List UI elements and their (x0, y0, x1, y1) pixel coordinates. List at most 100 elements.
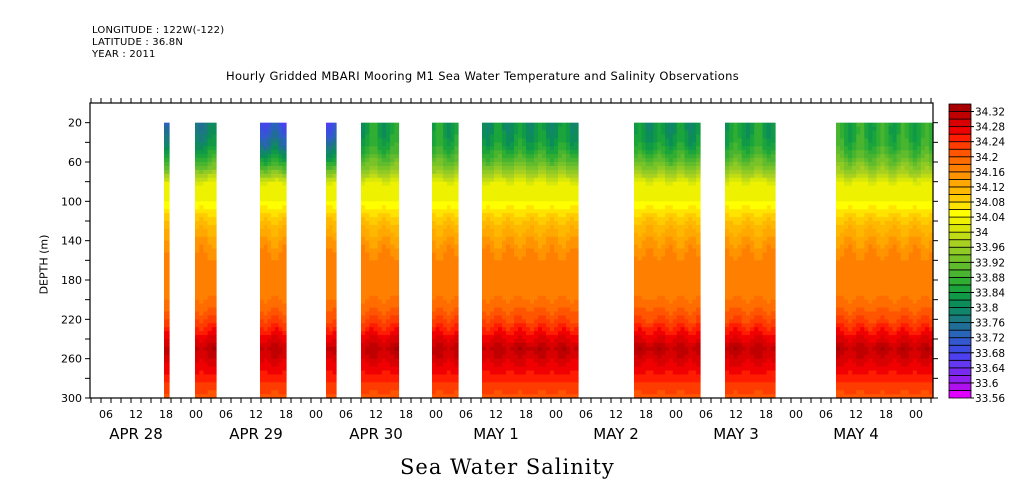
salinity-cell (684, 287, 689, 293)
salinity-cell (394, 142, 400, 147)
salinity-cell (435, 382, 441, 387)
salinity-cell (278, 295, 283, 301)
salinity-cell (329, 213, 334, 218)
salinity-cell (498, 150, 503, 155)
salinity-cell (435, 134, 441, 139)
salinity-cell (684, 169, 689, 175)
salinity-cell (494, 394, 499, 399)
salinity-cell (435, 276, 441, 281)
salinity-cell (446, 287, 452, 293)
salinity-cell (454, 236, 459, 242)
salinity-cell (550, 189, 555, 195)
salinity-cell (649, 201, 655, 206)
salinity-cell (443, 126, 448, 132)
salinity-cell (267, 252, 272, 257)
salinity-cell (267, 162, 272, 167)
salinity-cell (661, 252, 666, 257)
salinity-cell (195, 307, 200, 313)
salinity-cell (684, 346, 689, 352)
salinity-cell (661, 173, 666, 179)
salinity-cell (435, 150, 441, 155)
salinity-cell (195, 158, 200, 163)
salinity-cell (574, 165, 579, 171)
salinity-cell (326, 150, 330, 155)
salinity-cell (361, 295, 366, 301)
salinity-cell (486, 287, 491, 293)
salinity-cell (260, 177, 265, 183)
salinity-cell (260, 256, 265, 261)
salinity-cell (282, 165, 287, 171)
salinity-cell (649, 240, 655, 246)
salinity-cell (381, 260, 387, 265)
salinity-cell (195, 201, 200, 206)
salinity-cell (394, 213, 400, 218)
salinity-cell (530, 394, 535, 399)
salinity-cell (435, 342, 441, 348)
salinity-cell (506, 158, 511, 163)
salinity-cell (326, 217, 330, 222)
salinity-cell (203, 370, 209, 375)
salinity-cell (542, 224, 547, 230)
salinity-cell (450, 358, 455, 364)
salinity-cell (514, 189, 519, 195)
salinity-cell (386, 169, 391, 175)
salinity-cell (526, 256, 531, 261)
salinity-cell (482, 248, 487, 254)
salinity-cell (282, 205, 287, 210)
salinity-cell (332, 236, 337, 242)
salinity-cell (530, 264, 535, 269)
salinity-cell (558, 331, 563, 336)
salinity-cell (486, 291, 491, 297)
salinity-cell (443, 378, 448, 383)
salinity-cell (510, 193, 515, 198)
salinity-cell (668, 232, 674, 238)
salinity-cell (518, 370, 523, 375)
salinity-cell (518, 299, 523, 305)
salinity-cell (282, 138, 287, 143)
salinity-cell (486, 362, 491, 368)
salinity-cell (634, 181, 639, 187)
salinity-cell (530, 299, 535, 305)
salinity-cell (439, 276, 444, 281)
salinity-cell (566, 201, 571, 206)
salinity-cell (653, 221, 658, 226)
salinity-cell (518, 323, 523, 328)
salinity-cell (267, 268, 272, 273)
salinity-cell (435, 366, 441, 372)
salinity-cell (637, 193, 643, 198)
salinity-cell (267, 240, 272, 246)
salinity-cell (361, 189, 366, 195)
salinity-cell (641, 280, 647, 285)
salinity-cell (271, 339, 276, 344)
salinity-cell (570, 189, 575, 195)
salinity-cell (203, 272, 209, 277)
salinity-cell (377, 268, 383, 273)
salinity-cell (502, 173, 507, 179)
salinity-cell (439, 122, 444, 128)
salinity-cell (211, 342, 217, 348)
salinity-cell (490, 165, 495, 171)
salinity-cell (542, 154, 547, 159)
salinity-cell (454, 185, 459, 191)
salinity-cell (390, 162, 395, 167)
salinity-cell (260, 283, 265, 289)
salinity-cell (494, 193, 499, 198)
salinity-cell (486, 142, 491, 147)
salinity-cell (530, 358, 535, 364)
salinity-cell (562, 150, 567, 155)
salinity-cell (486, 303, 491, 309)
salinity-cell (377, 185, 383, 191)
salinity-cell (538, 260, 543, 265)
salinity-cell (634, 260, 639, 265)
salinity-cell (680, 299, 686, 305)
salinity-cell (394, 130, 400, 136)
salinity-cell (526, 342, 531, 348)
salinity-cell (282, 221, 287, 226)
salinity-cell (490, 331, 495, 336)
salinity-cell (668, 244, 674, 250)
salinity-cell (538, 213, 543, 218)
salinity-cell (332, 205, 337, 210)
salinity-cell (641, 134, 647, 139)
salinity-cell (665, 272, 670, 277)
salinity-cell (554, 256, 559, 261)
